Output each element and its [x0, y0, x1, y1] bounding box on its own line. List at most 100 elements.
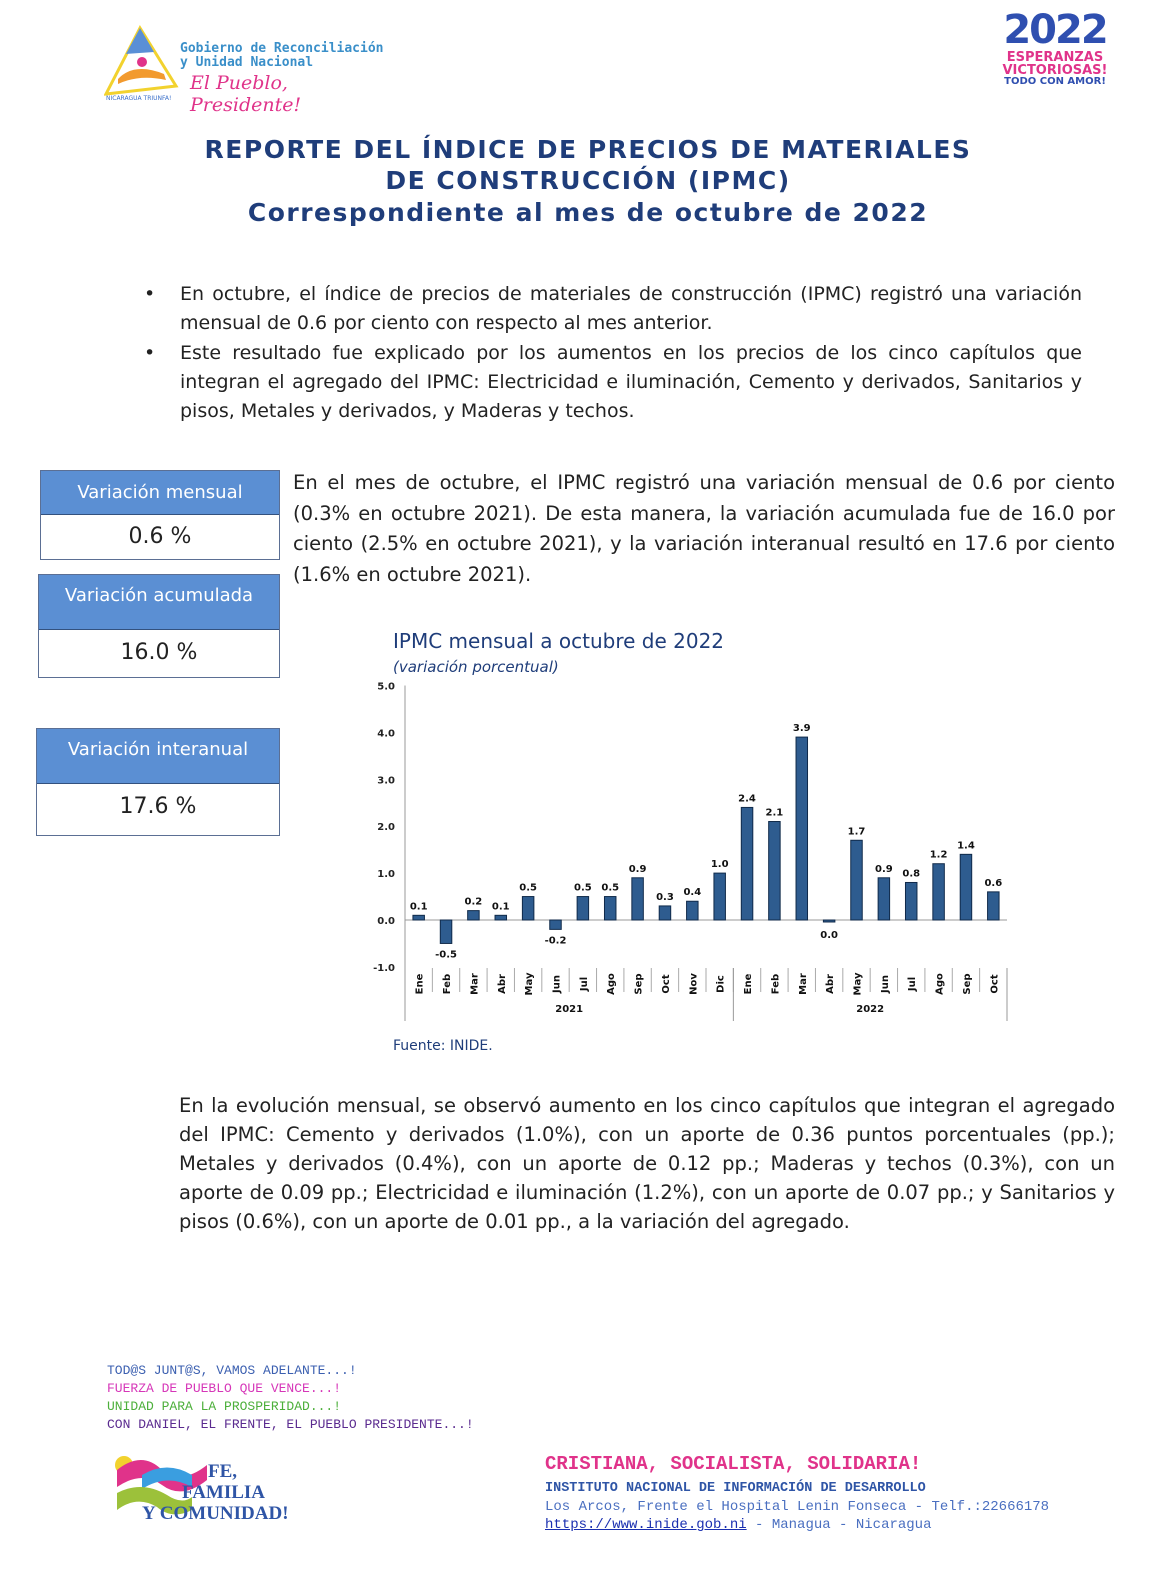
paragraph-1: En el mes de octubre, el IPMC registró u…	[293, 471, 1115, 586]
chart-source: Fuente: INIDE.	[393, 1038, 493, 1054]
bar	[713, 872, 726, 921]
y-tick-label: 2.0	[377, 822, 395, 833]
bar	[768, 821, 781, 921]
data-label: 0.0	[820, 930, 838, 941]
footer-mottos: TOD@S JUNT@S, VAMOS ADELANTE...! FUERZA …	[107, 1363, 474, 1432]
x-tick-label: Jul	[579, 977, 590, 992]
year-label: 2022	[856, 1004, 884, 1015]
x-tick-label: Oct	[989, 974, 1000, 993]
data-label: 0.1	[410, 901, 428, 912]
data-label: 1.2	[930, 850, 948, 861]
x-tick-label: Sep	[962, 973, 973, 994]
bar	[439, 919, 453, 944]
box-variacion-acumulada: Variación acumulada 16.0 %	[38, 574, 280, 678]
title-line2: DE CONSTRUCCIÓN (IPMC)	[385, 166, 791, 195]
bar	[603, 896, 617, 921]
bar	[877, 877, 891, 921]
x-tick-label: Feb	[770, 974, 781, 994]
x-tick-label: Ene	[415, 973, 426, 994]
data-label: 2.4	[738, 793, 756, 804]
data-label: -0.2	[545, 935, 567, 946]
chart-title: IPMC mensual a octubre de 2022	[393, 629, 725, 653]
bar	[412, 914, 425, 921]
x-tick-label: Mar	[798, 973, 809, 995]
triangle-emblem-icon: NICARAGUA TRIUNFA!	[104, 24, 179, 102]
chart-subtitle: (variación porcentual)	[393, 658, 559, 676]
data-label: 0.8	[902, 868, 920, 879]
data-label: 1.0	[711, 859, 729, 870]
x-tick-label: Jun	[552, 975, 563, 994]
year-label: 2021	[555, 1004, 583, 1015]
bar	[631, 877, 644, 921]
institute-name: INSTITUTO NACIONAL DE INFORMACIÓN DE DES…	[545, 1481, 926, 1496]
data-label: -0.5	[435, 949, 457, 960]
bar	[740, 806, 754, 921]
y-tick-label: 4.0	[377, 728, 395, 739]
data-label: 0.9	[629, 864, 647, 875]
slogan: El Pueblo, Presidente!	[190, 72, 302, 116]
box-variacion-mensual: Variación mensual 0.6 %	[40, 470, 280, 560]
bar	[576, 896, 590, 921]
bullet-1: En octubre, el índice de precios de mate…	[144, 280, 1082, 338]
x-tick-label: Jul	[907, 977, 918, 992]
title-line3: Correspondiente al mes de octubre de 202…	[247, 198, 929, 227]
y-tick-label: -1.0	[373, 963, 395, 974]
x-tick-label: May	[853, 972, 864, 995]
bar	[795, 736, 809, 921]
institute-address: Los Arcos, Frente el Hospital Lenin Fons…	[545, 1499, 1050, 1515]
data-label: 0.1	[492, 901, 510, 912]
x-tick-label: Ago	[606, 973, 617, 995]
y-tick-label: 0.0	[377, 916, 395, 927]
inide-website-link[interactable]: https://www.inide.gob.ni	[545, 1517, 747, 1533]
x-tick-label: Abr	[497, 974, 508, 994]
bar	[959, 853, 973, 921]
y-tick-label: 3.0	[377, 775, 395, 786]
x-tick-label: Jun	[880, 975, 891, 994]
data-label: 0.2	[465, 897, 483, 908]
x-tick-label: May	[524, 972, 535, 995]
data-label: 0.4	[683, 887, 701, 898]
government-logo: NICARAGUA TRIUNFA! Gobierno de Reconcili…	[104, 24, 404, 116]
bar	[850, 839, 863, 921]
bar	[658, 905, 672, 921]
bullet-2: Este resultado fue explicado por los aum…	[144, 339, 1082, 426]
data-label: 0.9	[875, 864, 893, 875]
location-text: - Managua - Nicaragua	[746, 1517, 932, 1533]
x-tick-label: Sep	[634, 973, 645, 994]
bar	[521, 896, 535, 921]
bar	[904, 881, 918, 921]
footer-link-line: https://www.inide.gob.ni - Managua - Nic…	[545, 1516, 931, 1534]
x-tick-label: Abr	[825, 974, 836, 994]
data-label: 3.9	[793, 723, 811, 734]
bar	[686, 900, 699, 921]
x-tick-label: Mar	[469, 973, 480, 995]
x-tick-label: Ene	[743, 973, 754, 994]
x-tick-label: Oct	[661, 974, 672, 993]
data-label: 0.3	[656, 892, 674, 903]
data-label: 0.5	[519, 883, 537, 894]
bar	[932, 863, 945, 921]
y-tick-label: 5.0	[377, 682, 395, 693]
gov-name-line2: y Unidad Nacional	[180, 55, 314, 70]
bar	[822, 919, 836, 923]
x-tick-label: Feb	[442, 974, 453, 994]
data-label: 0.6	[984, 878, 1002, 889]
bar	[467, 910, 480, 921]
bar	[987, 891, 1000, 921]
bar	[549, 919, 562, 930]
y-tick-label: 1.0	[377, 869, 395, 880]
data-label: 1.7	[848, 826, 866, 837]
x-tick-label: Dic	[716, 975, 727, 993]
box-variacion-interanual: Variación interanual 17.6 %	[36, 728, 280, 836]
footer-slogan: CRISTIANA, SOCIALISTA, SOLIDARIA!	[545, 1453, 922, 1475]
data-label: 0.5	[601, 883, 619, 894]
gov-name-line1: Gobierno de Reconciliación	[180, 41, 384, 56]
title-line1: REPORTE DEL ÍNDICE DE PRECIOS DE MATERIA…	[204, 135, 972, 164]
fe-familia-logo: FE, FAMILIA Y COMUNIDAD!	[112, 1455, 302, 1530]
data-label: 2.1	[766, 808, 784, 819]
data-label: 0.5	[574, 883, 592, 894]
bar	[494, 914, 508, 921]
data-label: 1.4	[957, 840, 975, 851]
x-tick-label: Ago	[935, 973, 946, 995]
